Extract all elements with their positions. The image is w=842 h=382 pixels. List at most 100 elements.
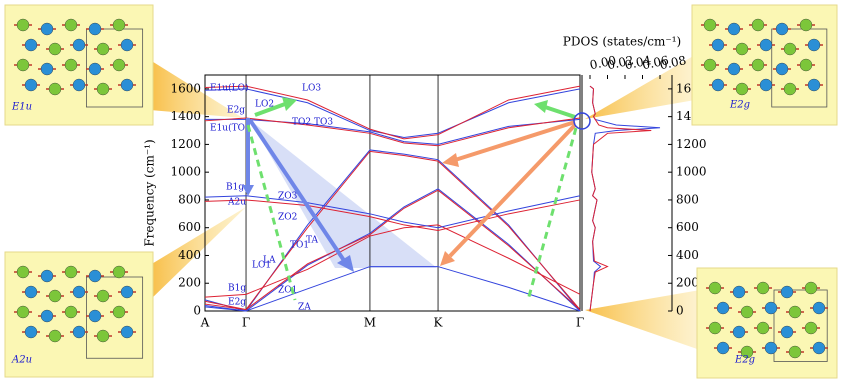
atom	[783, 82, 797, 96]
arrow-head	[440, 251, 455, 266]
band-line	[204, 199, 581, 231]
atom	[735, 82, 749, 96]
atom	[764, 301, 778, 315]
atom	[64, 18, 78, 32]
x-tick-label: 0.08	[658, 53, 687, 72]
atom	[711, 38, 725, 52]
atom	[64, 265, 78, 279]
atom	[40, 269, 54, 283]
branch-label: LO1	[252, 261, 271, 271]
atom	[40, 62, 54, 76]
atom	[120, 38, 134, 52]
y-tick-label: 1600	[170, 81, 201, 95]
band-line	[204, 85, 581, 140]
atom	[780, 325, 794, 339]
atom	[72, 38, 86, 52]
atom	[120, 285, 134, 299]
x-axis-label: PDOS (states/cm⁻¹)	[563, 35, 681, 49]
y-tick-label: 400	[676, 248, 699, 262]
arrow-head	[442, 153, 459, 167]
branch-label: A2u	[227, 198, 246, 208]
atom	[783, 42, 797, 56]
atom	[807, 38, 821, 52]
branch-label: ZO3	[278, 192, 298, 202]
atom	[788, 345, 802, 359]
atom	[120, 78, 134, 92]
atom	[735, 42, 749, 56]
atom	[708, 321, 722, 335]
atom	[732, 285, 746, 299]
branch-label: ZA	[298, 303, 311, 313]
band-line	[204, 117, 581, 147]
arrow	[544, 105, 576, 119]
y-tick-label: 400	[178, 248, 201, 262]
y-tick-label: 1200	[170, 137, 201, 151]
arrow-head	[242, 185, 254, 196]
branch-label: B1g	[226, 183, 244, 193]
branch-label: LO3	[302, 84, 321, 94]
y-tick-label: 600	[178, 220, 201, 234]
branch-label: E2g	[227, 106, 245, 116]
arrow	[246, 124, 297, 301]
atom	[48, 42, 62, 56]
y-tick-label: 200	[178, 276, 201, 290]
pointer-wedge	[585, 55, 695, 119]
atom	[751, 58, 765, 72]
atom	[24, 285, 38, 299]
x-tick-label: A	[200, 316, 210, 330]
y-axis-label: Frequency (cm⁻¹)	[143, 139, 157, 246]
atom	[708, 281, 722, 295]
y-tick-label: 800	[178, 192, 201, 206]
atom	[40, 309, 54, 323]
x-tick-label: 0.04	[623, 53, 652, 72]
atom	[759, 78, 773, 92]
atom	[812, 341, 826, 355]
atom	[64, 58, 78, 72]
atom	[96, 329, 110, 343]
arrow	[254, 102, 286, 117]
band-line	[204, 195, 581, 229]
branch-label: TO2 TO3	[292, 118, 333, 128]
cell-outline	[773, 289, 828, 362]
cell-outline	[771, 28, 828, 108]
atom	[24, 325, 38, 339]
band-line	[204, 188, 581, 312]
atom	[40, 22, 54, 36]
atom	[24, 78, 38, 92]
atom	[703, 18, 717, 32]
atom	[112, 58, 126, 72]
x-tick-label: K	[434, 316, 444, 330]
y-tick-label: 200	[676, 276, 699, 290]
atom	[716, 301, 730, 315]
arrow-head	[534, 100, 548, 113]
atom	[112, 305, 126, 319]
atom	[812, 301, 826, 315]
atom	[72, 285, 86, 299]
atom	[780, 285, 794, 299]
atom	[72, 78, 86, 92]
arrow	[454, 120, 576, 162]
atom	[16, 305, 30, 319]
atom	[727, 22, 741, 36]
arrow-head	[337, 255, 354, 272]
pointer-wedge	[585, 290, 700, 350]
y-tick-label: 1200	[676, 137, 707, 151]
band-line	[204, 189, 581, 311]
atom	[740, 305, 754, 319]
arrows	[242, 97, 591, 301]
y-tick-label: 1400	[170, 109, 201, 123]
atom	[112, 18, 126, 32]
branch-label: B1g	[228, 284, 246, 294]
atom	[703, 58, 717, 72]
band-line	[204, 224, 581, 298]
highlight-circle	[573, 112, 591, 130]
band-line	[205, 118, 581, 145]
atom	[16, 265, 30, 279]
atom	[804, 281, 818, 295]
branch-label: ZO2	[278, 213, 297, 223]
pointer-wedge	[150, 60, 243, 118]
plot-frame	[204, 74, 581, 312]
arrow-head	[282, 97, 297, 111]
x-tick-label: Γ	[242, 316, 250, 330]
